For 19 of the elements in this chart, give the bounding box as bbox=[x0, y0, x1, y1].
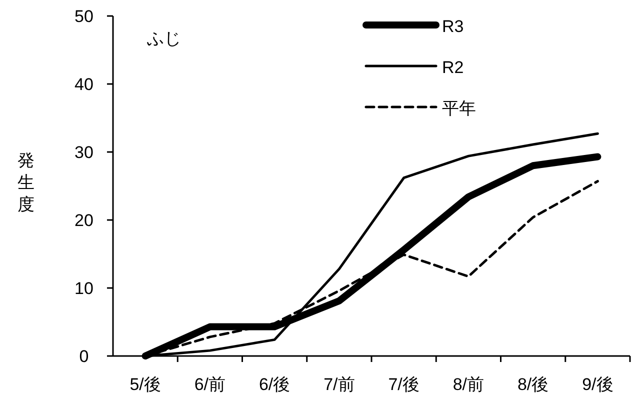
annotation: ふじ bbox=[146, 29, 181, 48]
y-tick-label: 10 bbox=[74, 279, 94, 298]
x-tick-label: 7/後 bbox=[388, 375, 420, 394]
x-tick-label: 7/前 bbox=[324, 375, 355, 394]
legend-label: R2 bbox=[442, 58, 464, 77]
x-tick-label: 8/前 bbox=[452, 375, 484, 394]
x-tick-label: 9/後 bbox=[582, 375, 614, 394]
y-tick-label: 0 bbox=[79, 347, 89, 366]
y-tick-label: 50 bbox=[74, 7, 94, 26]
legend-label: 平年 bbox=[442, 99, 476, 118]
x-tick-label: 5/後 bbox=[130, 375, 161, 394]
x-tick-label: 6/後 bbox=[258, 375, 290, 394]
x-tick-label: 6/前 bbox=[194, 375, 226, 394]
y-tick-label: 20 bbox=[74, 211, 94, 230]
x-tick-label: 8/後 bbox=[517, 375, 549, 394]
legend-label: R3 bbox=[442, 17, 464, 36]
y-tick-label: 40 bbox=[74, 75, 94, 94]
y-tick-label: 30 bbox=[74, 143, 94, 162]
y-axis-title: 発生度 bbox=[18, 151, 34, 214]
